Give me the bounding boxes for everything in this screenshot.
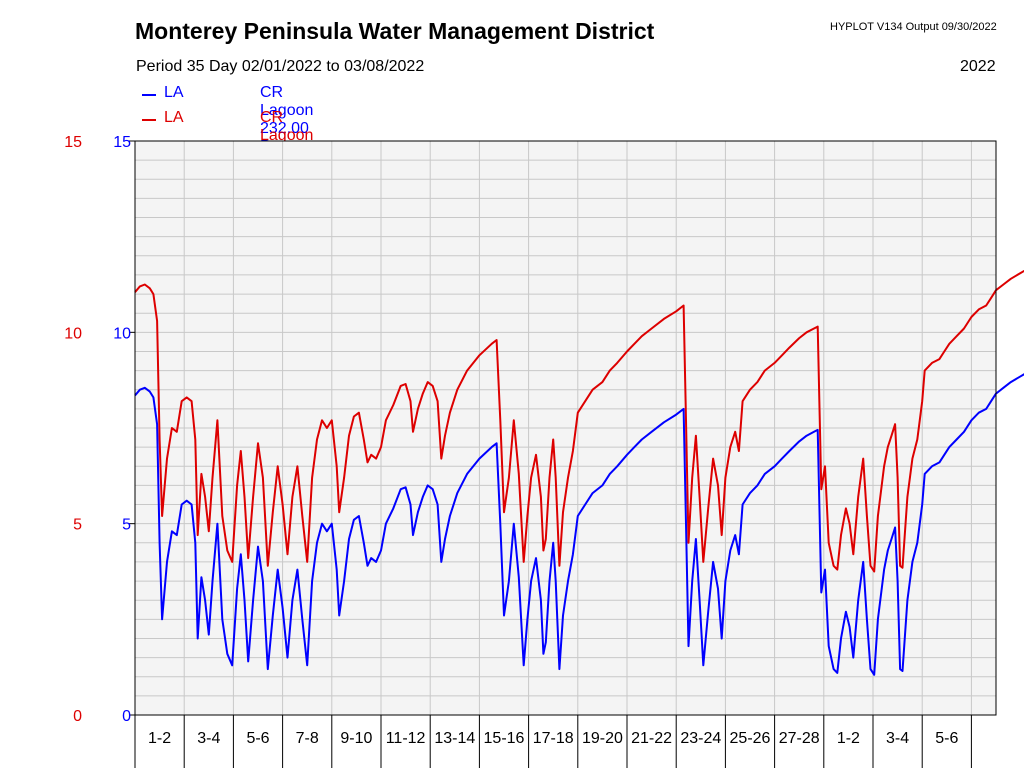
- legend-swatch-raw: [142, 94, 156, 96]
- x-tick-label: 21-22: [631, 730, 672, 747]
- x-tick-label: 5-6: [935, 730, 958, 747]
- x-tick-label: 27-28: [779, 730, 820, 747]
- x-tick-label: 1-2: [837, 730, 860, 747]
- x-tick-label: 3-4: [197, 730, 220, 747]
- y-tick-label-left: 10: [64, 325, 82, 342]
- y-tick-label-right: 10: [113, 325, 131, 342]
- y-tick-label-right: 5: [122, 517, 131, 534]
- y-tick-label-left: 15: [64, 134, 82, 151]
- x-tick-label: 9-10: [340, 730, 372, 747]
- x-tick-label: 19-20: [582, 730, 623, 747]
- x-tick-label: 15-16: [484, 730, 525, 747]
- x-tick-label: 11-12: [386, 730, 426, 747]
- x-tick-label: 7-8: [296, 730, 319, 747]
- year-label: 2022: [960, 58, 996, 75]
- x-tick-label: 23-24: [680, 730, 721, 747]
- x-tick-label: 1-2: [148, 730, 171, 747]
- y-tick-label-right: 15: [113, 134, 131, 151]
- legend-code-corrected: LA: [164, 109, 184, 126]
- y-tick-label-right: 0: [122, 708, 131, 725]
- period-label: Period 35 Day 02/01/2022 to 03/08/2022: [136, 58, 425, 75]
- grid: [135, 141, 996, 715]
- x-tick-label: 25-26: [730, 730, 771, 747]
- x-tick-label: 13-14: [434, 730, 475, 747]
- plot-frame: [134, 140, 997, 716]
- y-tick-label-left: 5: [73, 517, 82, 534]
- chart-title: Monterey Peninsula Water Management Dist…: [135, 18, 655, 44]
- series-line-raw-level: [134, 373, 1024, 676]
- series-line-corrected-level: [134, 269, 1024, 573]
- x-tick-label: 3-4: [886, 730, 909, 747]
- legend-code-raw: LA: [164, 84, 184, 101]
- y-tick-label-left: 0: [73, 708, 82, 725]
- legend-swatch-corrected: [142, 119, 156, 121]
- x-tick-label: 17-18: [533, 730, 574, 747]
- series-layer: [134, 269, 1024, 676]
- axes: 0 0 5 5 10 10 15 15 1-2 3-4 5-6 7-8 9-10 11-12 13-14 15…: [64, 134, 972, 768]
- version-label: HYPLOT V134 Output 09/30/2022: [830, 21, 997, 33]
- x-tick-label: 5-6: [246, 730, 269, 747]
